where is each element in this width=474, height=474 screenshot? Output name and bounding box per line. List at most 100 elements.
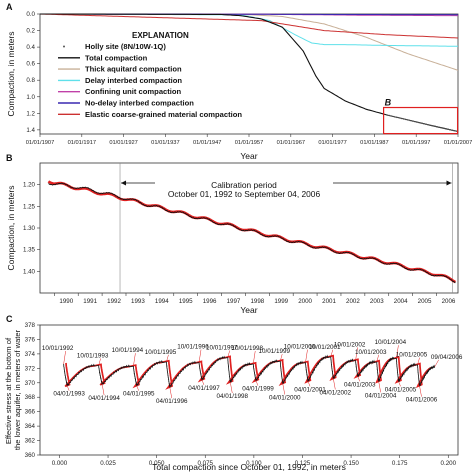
x-tick-label: 0.050 [149, 460, 165, 467]
y-tick-label: 370 [25, 380, 36, 387]
x-tick-label: 1997 [227, 298, 241, 305]
legend-entry-label: Delay interbed compaction [85, 76, 182, 85]
x-tick-label: 1995 [179, 298, 193, 305]
y-tick-label: 364 [25, 423, 36, 430]
top-date-label: 10/01/1994 [112, 347, 144, 354]
panel-c-ylabel: Effective stress at the bottom of the lo… [4, 329, 22, 450]
panel-b-ylabel: Compaction, in meters [6, 185, 16, 270]
x-tick-label: 01/01/1927 [109, 140, 137, 146]
panel-b-y-ticks: 1.20 1.25 1.30 1.35 1.40 [23, 182, 40, 275]
y-tick-label: 1.25 [23, 203, 36, 210]
y-tick-label: 360 [25, 452, 36, 459]
panel-b-x-ticks: 1990 1991 1992 1993 1994 1995 1996 1997 1998 1999… [54, 293, 456, 305]
panel-b: B 1.201.251.301.351.40 1990 1991 1992 1993 1… [6, 153, 459, 315]
calibration-label-bg [155, 177, 333, 195]
panel-a-xlabel: Year [240, 151, 257, 161]
observed-stress-path [63, 354, 436, 388]
holly-site-point [404, 118, 406, 120]
x-tick-label: 1992 [107, 298, 121, 305]
holly-site-point [393, 115, 395, 117]
y-tick-label: 0.0 [26, 11, 35, 18]
x-tick-label: 1993 [131, 298, 145, 305]
top-date-label: 10/01/2000 [284, 344, 316, 351]
y-tick-label: 0.8 [26, 77, 35, 84]
top-date-leader [376, 354, 379, 362]
x-tick-label: 0.200 [441, 460, 457, 467]
top-date-leader [417, 357, 420, 365]
panel-c-x-ticks: 0.000 0.025 0.050 0.075 0.100 0.125 0.150 0.175… [52, 455, 457, 467]
x-tick-label: 2003 [370, 298, 384, 305]
x-tick-label: 2004 [394, 298, 408, 305]
holly-site-point [422, 122, 424, 124]
y-tick-label: 366 [25, 409, 36, 416]
top-date-leader [166, 354, 169, 362]
x-tick-label: 01/01/1957 [235, 140, 263, 146]
legend-entry-label: No-delay interbed compaction [85, 99, 194, 108]
bottom-date-label: 04/01/1997 [188, 385, 220, 392]
y-tick-label: 1.35 [23, 247, 36, 254]
x-tick-label: 01/01/1917 [68, 140, 96, 146]
panel-c-ylabel-line2: the lower aquifer, in meters of water [13, 329, 22, 450]
panel-b-letter: B [6, 153, 13, 163]
bottom-date-label: 04/01/1993 [53, 391, 85, 398]
x-tick-label: 0.100 [246, 460, 262, 467]
top-date-leader [133, 353, 136, 367]
bottom-date-leader [398, 381, 401, 387]
y-tick-label: 372 [25, 365, 36, 372]
panel-a-x-ticks: 01/01/1907 01/01/1917 01/01/1927 01/01/1937… [26, 134, 472, 146]
calibration-arrowhead-right [446, 180, 452, 186]
series-line [39, 13, 459, 39]
panel-a-legend: EXPLANATION Holly site (8N/10W-1Q) Total c… [58, 31, 242, 119]
panel-a-ylabel: Compaction, in meters [6, 31, 16, 116]
panel-a-y-ticks: 0.0 0.2 0.4 0.6 0.8 1.0 1.2 1.4 [26, 11, 40, 134]
bottom-date-label: 04/01/1999 [242, 386, 274, 393]
y-tick-label: 1.2 [26, 110, 35, 117]
x-tick-label: 2006 [442, 298, 456, 305]
calibration-period-marker [119, 163, 453, 293]
end-date-leader [434, 359, 439, 368]
bottom-date-label: 04/01/1996 [156, 398, 188, 405]
x-tick-label: 1991 [83, 298, 97, 305]
x-tick-label: 1998 [250, 298, 264, 305]
top-date-label: 10/01/1998 [231, 345, 263, 352]
top-date-leader [252, 350, 256, 365]
x-tick-label: 2001 [322, 298, 336, 305]
top-date-leader [98, 358, 101, 366]
y-tick-label: 1.40 [23, 268, 36, 275]
x-tick-label: 01/01/1937 [151, 140, 179, 146]
observed-line [48, 182, 456, 284]
top-date-label: 10/01/1993 [77, 352, 109, 359]
panel-c-y-ticks: 360 362 364 366 368 370 372 374 376 378 [25, 322, 40, 459]
holly-site-point [428, 124, 430, 126]
holly-site-point [411, 120, 412, 121]
top-date-label: 10/01/1995 [145, 349, 177, 356]
x-tick-label: 0.150 [343, 460, 359, 467]
y-tick-label: 378 [25, 322, 36, 329]
top-date-label: 10/01/1996 [177, 344, 209, 351]
legend-entry-label: Total compaction [85, 53, 148, 62]
top-date-label: 10/01/1997 [206, 345, 238, 352]
y-tick-label: 0.2 [26, 28, 35, 35]
panel-b-xlabel: Year [240, 305, 257, 315]
panel-c-xlabel: Total compaction since October 01, 1992,… [152, 462, 346, 472]
simulated-stress-path [64, 354, 433, 390]
top-date-label: 10/01/2004 [375, 339, 407, 346]
panel-c-ylabel-line1: Effective stress at the bottom of [4, 337, 13, 444]
x-tick-label: 0.075 [198, 460, 214, 467]
holly-site-point [456, 130, 458, 132]
end-date-label: 09/04/2006 [431, 354, 463, 361]
top-date-leader [63, 350, 66, 365]
bottom-date-label: 04/01/2006 [406, 397, 438, 404]
holly-site-point [398, 117, 399, 118]
top-date-leader [355, 347, 358, 361]
bottom-date-label: 04/01/2005 [385, 386, 417, 393]
bottom-date-leader [230, 382, 233, 394]
bottom-date-leader [136, 385, 139, 391]
top-date-leader [330, 349, 334, 357]
bottom-date-label: 04/01/2002 [320, 389, 352, 396]
panel-b-series [47, 180, 457, 284]
x-tick-label: 2000 [298, 298, 312, 305]
top-date-leader [279, 354, 283, 362]
